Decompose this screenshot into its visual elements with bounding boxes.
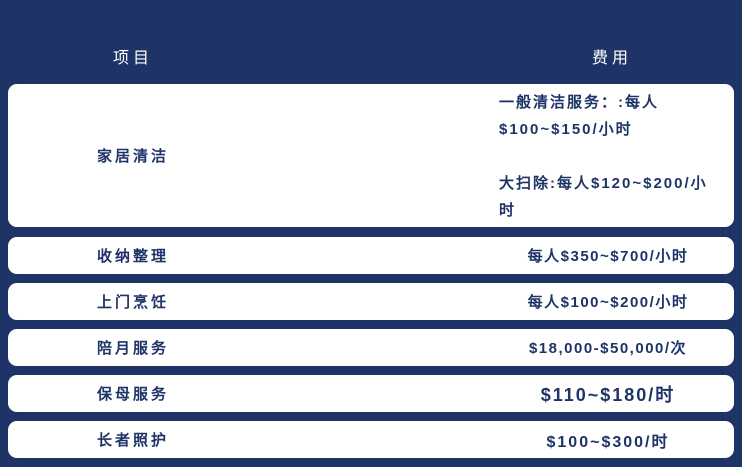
service-name: 收纳整理: [96, 248, 169, 265]
header-row: 项目 费用: [8, 0, 734, 84]
service-row-home-cooking: 上门烹饪 每人$100~$200/小时: [8, 283, 734, 320]
fee-line: 一般清洁服务：:每人: [499, 94, 659, 111]
service-row-nanny: 保母服务 $110~$180/时: [8, 375, 734, 412]
service-fee: $18,000-$50,000/次: [528, 340, 688, 357]
service-fee: 一般清洁服务：:每人 $100~$150/小时 大扫除:每人$120~$200/…: [490, 84, 726, 227]
fee-paragraph-deep-cleaning: 大扫除:每人$120~$200/小时: [499, 175, 708, 219]
column-header-item: 项目: [112, 50, 153, 67]
service-name: 长者照护: [96, 432, 169, 449]
service-row-elderly-care: 长者照护 $100~$300/时: [8, 421, 734, 458]
fee-paragraph-general-cleaning: 一般清洁服务：:每人 $100~$150/小时: [499, 89, 719, 143]
service-fee: 每人$100~$200/小时: [527, 294, 689, 311]
service-row-organizing: 收纳整理 每人$350~$700/小时: [8, 237, 734, 274]
service-name: 陪月服务: [96, 340, 169, 357]
service-name: 家居清洁: [96, 148, 169, 165]
service-fee: 每人$350~$700/小时: [527, 248, 689, 265]
service-fee: $110~$180/时: [540, 384, 676, 405]
service-name: 上门烹饪: [96, 294, 169, 311]
service-row-confinement-care: 陪月服务 $18,000-$50,000/次: [8, 329, 734, 366]
column-header-fee: 费用: [591, 50, 632, 67]
service-fee: $100~$300/时: [546, 433, 670, 451]
fee-line: $100~$150/小时: [499, 121, 633, 138]
service-row-home-cleaning: 家居清洁 一般清洁服务：:每人 $100~$150/小时 大扫除:每人$120~…: [8, 84, 734, 227]
service-name: 保母服务: [96, 386, 169, 403]
